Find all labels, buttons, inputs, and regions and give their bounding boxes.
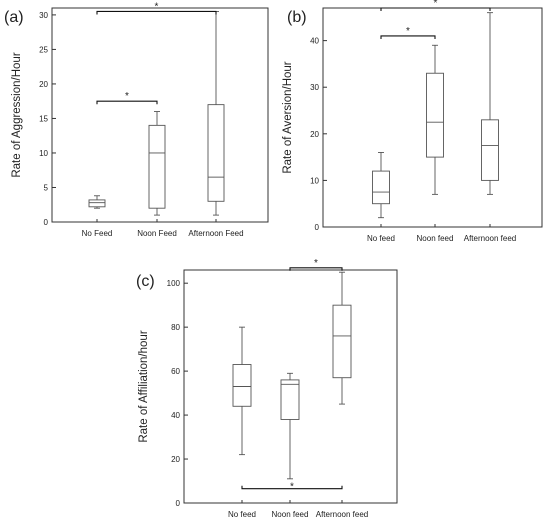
y-tick-label: 20 xyxy=(39,80,48,89)
significance-star: * xyxy=(125,91,129,102)
y-tick-label: 40 xyxy=(171,411,180,420)
interquartile-box xyxy=(232,364,252,407)
y-tick-label: 100 xyxy=(167,279,181,288)
x-tick-label: No Feed xyxy=(82,229,113,238)
y-tick-label: 30 xyxy=(39,11,48,20)
significance-star: * xyxy=(155,1,159,12)
box-2 xyxy=(207,11,225,216)
interquartile-box xyxy=(88,199,106,208)
bracket-line xyxy=(96,10,217,15)
y-tick-label: 40 xyxy=(310,37,319,46)
y-tick-label: 0 xyxy=(44,218,49,227)
box-0 xyxy=(88,195,106,209)
significance-bracket-1: * xyxy=(380,0,491,11)
y-axis-label: Rate of Aggression/Hour xyxy=(11,52,23,177)
bracket-line xyxy=(380,7,491,11)
significance-bracket-1: * xyxy=(241,482,343,493)
panel-label: (a) xyxy=(4,9,24,26)
y-tick-label: 30 xyxy=(310,83,319,92)
x-tick-label: Noon feed xyxy=(417,234,454,243)
plot-frame xyxy=(51,7,269,223)
panel-c: (c) Rate of Affiliation/hour 0 20 40 60 80 100 N… xyxy=(136,258,398,519)
box-2 xyxy=(481,12,499,195)
bracket-line xyxy=(241,485,343,490)
panel-label: (b) xyxy=(287,9,307,26)
interquartile-box xyxy=(207,104,225,202)
y-axis-label: Rate of Aversion/Hour xyxy=(282,61,294,173)
significance-bracket-0: * xyxy=(289,258,343,271)
y-tick-label: 0 xyxy=(315,223,320,232)
interquartile-box xyxy=(280,379,300,420)
y-tick-label: 20 xyxy=(310,130,319,139)
y-tick-label: 5 xyxy=(44,183,49,192)
interquartile-box xyxy=(332,304,352,379)
y-tick-label: 20 xyxy=(171,455,180,464)
significance-bracket-0: * xyxy=(96,91,158,105)
significance-bracket-0: * xyxy=(380,26,436,39)
significance-bracket-1: * xyxy=(96,1,217,15)
significance-star: * xyxy=(314,258,318,269)
x-tick-label: Afternoon Feed xyxy=(188,229,243,238)
interquartile-box xyxy=(148,124,166,209)
panel-b: (b) Rate of Aversion/Hour 0 10 20 30 40 No feed… xyxy=(282,0,543,243)
interquartile-box xyxy=(481,119,499,181)
x-tick-label: Noon Feed xyxy=(137,229,177,238)
y-tick-label: 10 xyxy=(310,176,319,185)
box-1 xyxy=(426,44,444,195)
y-tick-label: 10 xyxy=(39,149,48,158)
bracket-line xyxy=(380,35,436,39)
x-tick-label: No feed xyxy=(367,234,395,243)
x-tick-label: Afternoon feed xyxy=(316,510,368,519)
x-tick-label: Noon feed xyxy=(272,510,309,519)
box-0 xyxy=(372,151,390,219)
significance-star: * xyxy=(434,0,438,9)
interquartile-box xyxy=(372,170,390,205)
significance-star: * xyxy=(290,482,294,493)
box-1 xyxy=(148,111,166,216)
panel-label: (c) xyxy=(136,273,155,290)
y-tick-label: 0 xyxy=(176,499,181,508)
y-tick-label: 15 xyxy=(39,114,48,123)
significance-star: * xyxy=(406,26,410,37)
y-tick-label: 60 xyxy=(171,367,180,376)
y-tick-label: 25 xyxy=(39,45,48,54)
interquartile-box xyxy=(426,72,444,158)
box-2 xyxy=(332,271,352,405)
box-0 xyxy=(232,326,252,456)
x-tick-label: Afternoon feed xyxy=(464,234,516,243)
bracket-line xyxy=(96,100,158,105)
panel-a: (a) Rate of Aggression/Hour 0 5 10 15 20 25 30 No… xyxy=(4,1,269,238)
y-tick-label: 80 xyxy=(171,323,180,332)
box-1 xyxy=(280,372,300,480)
x-tick-label: No feed xyxy=(228,510,256,519)
y-axis-label: Rate of Affiliation/hour xyxy=(138,330,150,442)
bracket-line xyxy=(289,267,343,271)
